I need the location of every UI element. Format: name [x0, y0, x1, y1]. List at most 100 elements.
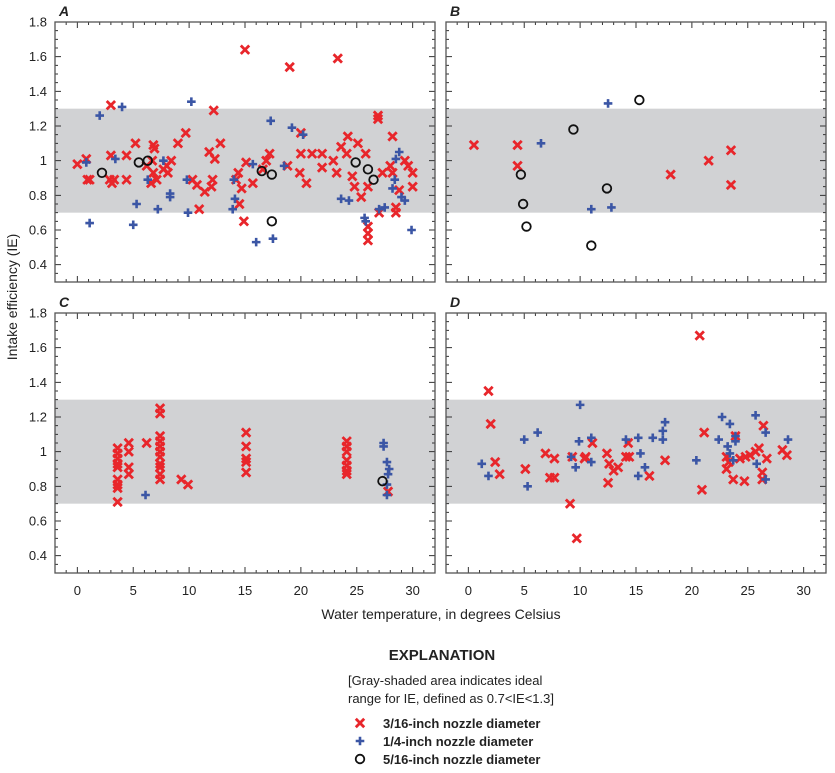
data-point — [130, 138, 141, 149]
data-point — [402, 160, 414, 172]
data-point — [266, 116, 276, 126]
data-point — [162, 167, 174, 178]
plot-frame — [54, 21, 436, 283]
data-point — [251, 237, 261, 247]
y-tick-label: 1.2 — [29, 119, 47, 134]
y-tick-label: 0.6 — [29, 223, 47, 238]
data-point — [141, 437, 152, 449]
data-point — [694, 330, 705, 341]
data-point — [350, 157, 361, 168]
data-point — [182, 479, 194, 490]
y-axis-label: Intake efficiency (IE) — [4, 234, 20, 361]
y-tick-label: 1 — [40, 153, 47, 168]
data-point — [387, 131, 398, 142]
data-point — [332, 53, 343, 64]
data-point — [239, 44, 251, 55]
x-tick-label: 30 — [405, 583, 419, 598]
data-point — [112, 458, 123, 469]
data-point — [484, 471, 493, 481]
data-point — [703, 155, 714, 166]
data-point — [761, 475, 770, 484]
data-point — [183, 208, 193, 217]
data-point — [571, 462, 580, 472]
data-point — [166, 155, 177, 166]
data-point — [603, 458, 615, 469]
y-tick-label: 1.6 — [29, 49, 47, 64]
data-point — [141, 490, 150, 500]
data-point — [692, 456, 701, 465]
series-s14 — [536, 99, 616, 214]
data-point — [284, 61, 295, 73]
data-point — [644, 470, 655, 482]
data-point — [523, 482, 532, 491]
data-point — [344, 196, 354, 205]
data-point — [298, 130, 308, 139]
data-point — [744, 449, 756, 461]
data-point — [236, 183, 247, 194]
data-point — [149, 143, 160, 154]
data-point — [306, 148, 318, 159]
data-point — [233, 167, 244, 178]
data-point — [659, 455, 671, 466]
data-point — [568, 124, 579, 135]
data-point — [612, 462, 624, 473]
data-point — [407, 167, 418, 178]
data-point — [264, 148, 275, 159]
series-s516 — [96, 155, 379, 227]
data-point — [165, 192, 175, 202]
data-point — [132, 199, 141, 209]
x-tick-label: 15 — [629, 583, 643, 598]
data-point — [586, 240, 597, 251]
data-point — [636, 449, 645, 458]
data-point — [566, 452, 576, 462]
data-point — [143, 175, 153, 185]
data-point — [84, 174, 95, 185]
data-point — [247, 178, 259, 189]
x-tick-label: 10 — [573, 583, 587, 598]
data-point — [489, 456, 501, 468]
data-point — [468, 139, 480, 151]
data-point — [515, 169, 527, 180]
data-point — [331, 167, 342, 178]
data-point — [151, 174, 162, 185]
data-point — [123, 446, 134, 457]
data-point — [294, 167, 305, 178]
data-point — [341, 469, 352, 480]
data-point — [512, 139, 523, 151]
panel-d: D 0 5 10 15 20 25 30 — [445, 294, 827, 598]
data-point — [574, 436, 584, 446]
data-point — [240, 427, 252, 438]
data-point — [533, 428, 542, 437]
plot-frame — [54, 312, 436, 574]
data-point — [633, 471, 643, 481]
data-point — [783, 435, 793, 444]
data-point — [154, 408, 166, 419]
data-point — [85, 218, 94, 228]
data-point — [206, 181, 217, 192]
data-point — [658, 426, 668, 436]
x-axis-label: Water temperature, in degrees Celsius — [321, 606, 560, 622]
data-point — [105, 100, 117, 111]
data-point — [388, 184, 397, 193]
data-point — [521, 221, 532, 232]
data-point — [121, 150, 132, 161]
data-point — [182, 175, 192, 185]
series-s316 — [468, 139, 737, 191]
data-point — [620, 451, 632, 463]
data-point — [580, 451, 591, 463]
data-point — [517, 198, 529, 210]
data-point — [751, 410, 760, 420]
data-point — [549, 472, 560, 483]
data-point — [761, 428, 770, 437]
data-point — [95, 111, 105, 120]
data-point — [601, 448, 613, 459]
series-s14 — [141, 438, 394, 500]
series-s516 — [377, 475, 388, 487]
data-point — [240, 456, 252, 468]
data-point — [362, 235, 374, 246]
x-tick-label: 0 — [74, 583, 81, 598]
data-point — [407, 181, 418, 192]
plot-frame — [445, 21, 827, 283]
data-point — [128, 220, 138, 230]
data-point — [279, 161, 289, 171]
